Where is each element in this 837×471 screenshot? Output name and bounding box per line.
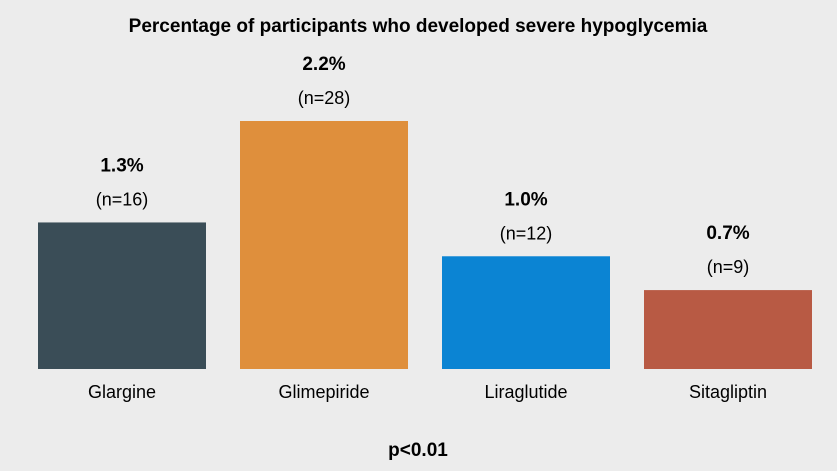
value-label-glargine: 1.3% [100, 155, 143, 176]
value-label-glimepiride: 2.2% [302, 54, 345, 75]
category-label-sitagliptin: Sitagliptin [689, 382, 767, 402]
count-label-glargine: (n=16) [96, 189, 149, 209]
bar-liraglutide [442, 256, 610, 369]
count-label-glimepiride: (n=28) [298, 88, 351, 108]
category-label-glimepiride: Glimepiride [278, 382, 369, 402]
count-label-sitagliptin: (n=9) [707, 257, 750, 277]
value-label-sitagliptin: 0.7% [706, 223, 749, 244]
count-label-liraglutide: (n=12) [500, 223, 553, 243]
value-label-liraglutide: 1.0% [504, 189, 547, 210]
bar-glargine [38, 222, 206, 369]
category-label-glargine: Glargine [88, 382, 156, 402]
bar-glimepiride [240, 121, 408, 369]
chart-title: Percentage of participants who developed… [129, 16, 708, 37]
category-label-liraglutide: Liraglutide [484, 382, 567, 402]
p-value-annotation: p<0.01 [388, 440, 448, 461]
bar-sitagliptin [644, 290, 812, 369]
